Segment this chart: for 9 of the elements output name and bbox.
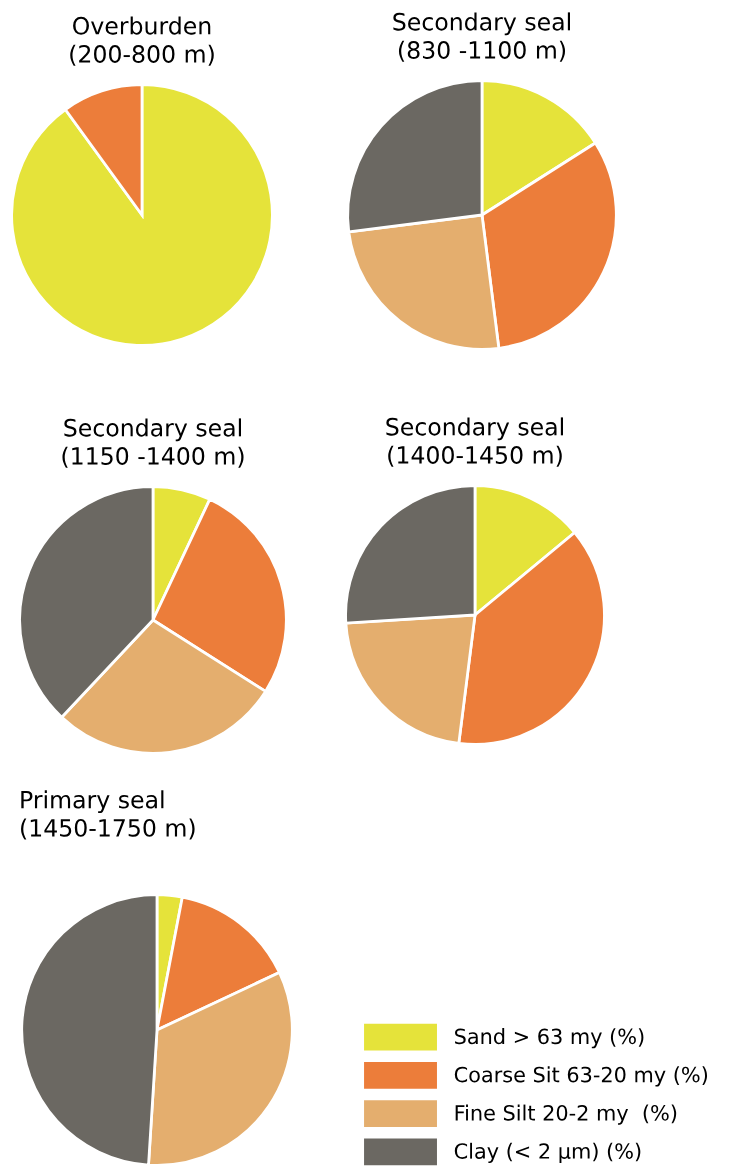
chart-title: Primary seal (1450-1750 m)	[21, 790, 195, 840]
chart-title: Secondary seal (830 -1100 m)	[393, 12, 570, 62]
chart-title: Secondary seal (1150 -1400 m)	[62, 418, 244, 468]
legend-label: Fine Silt 20-2 my (%)	[455, 1104, 677, 1125]
chart-title: Overburden (200-800 m)	[70, 16, 214, 66]
legend-label: Coarse Sit 63-20 my (%)	[454, 1066, 708, 1087]
legend-label: Sand > 63 my (%)	[455, 1028, 644, 1049]
chart-title: Secondary seal (1400-1450 m)	[386, 417, 563, 467]
legend-label: Clay (< 2 µm) (%)	[454, 1142, 641, 1163]
